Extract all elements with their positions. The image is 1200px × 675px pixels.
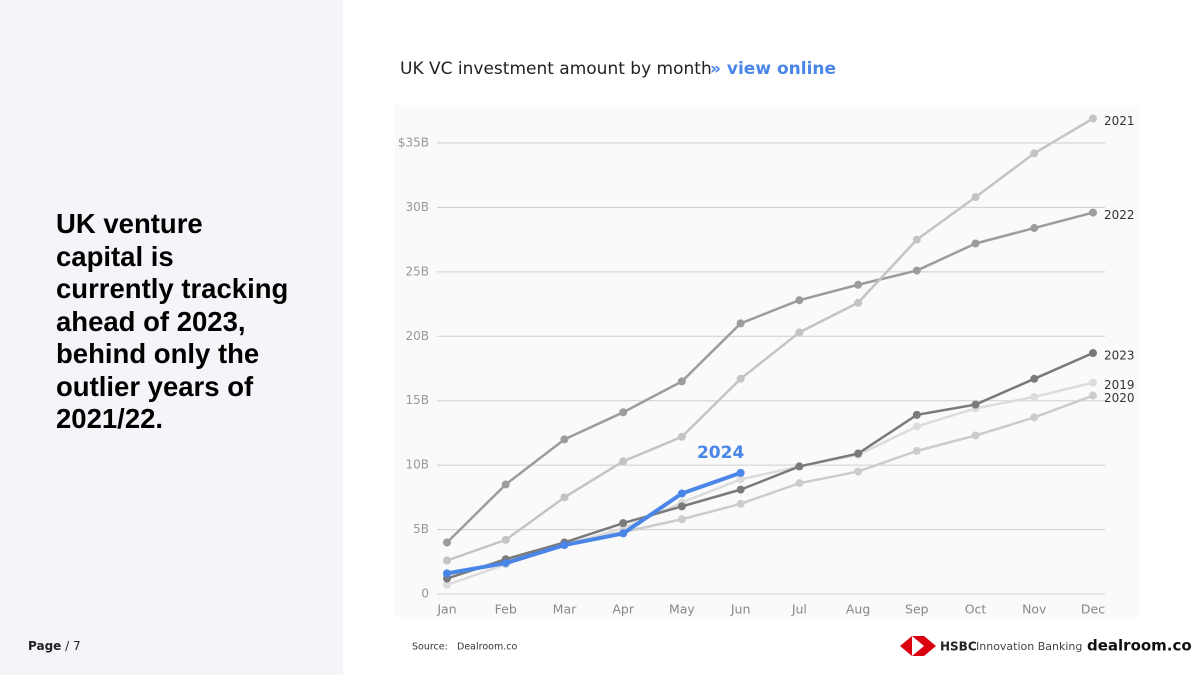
x-tick-label: Aug: [846, 602, 870, 617]
page-number: Page / 7: [28, 639, 81, 653]
data-point: [443, 580, 451, 589]
data-point: [619, 408, 628, 417]
data-point: [443, 538, 451, 547]
data-point: [736, 374, 745, 383]
data-point: [971, 239, 980, 248]
chart-title: UK VC investment amount by month: [400, 59, 712, 79]
x-tick-label: Feb: [495, 602, 517, 617]
series-label: 2020: [1104, 391, 1135, 405]
data-point: [795, 328, 804, 337]
series-line: [446, 351, 1094, 580]
y-tick-label: 30B: [405, 200, 429, 214]
x-tick-label: Jul: [791, 602, 807, 617]
page-count: / 7: [65, 639, 81, 653]
data-point: [736, 319, 745, 328]
data-point: [1089, 391, 1097, 400]
x-tick-label: Jun: [730, 602, 751, 617]
series-label: 2019: [1104, 378, 1135, 392]
page-label: Page: [28, 639, 62, 653]
data-point: [736, 499, 745, 508]
data-point: [501, 535, 510, 544]
data-point: [560, 435, 569, 444]
source-name: Dealroom.co: [457, 642, 517, 653]
data-point: [501, 480, 510, 489]
data-point: [619, 457, 628, 466]
y-tick-label: 20B: [405, 329, 429, 343]
data-point: [971, 431, 980, 440]
data-point: [795, 296, 804, 305]
series-label: 2024: [697, 443, 744, 463]
source-label: Source:: [412, 642, 448, 653]
series-line: [446, 470, 742, 576]
series-line: [446, 211, 1094, 544]
data-point: [560, 493, 569, 502]
hsbc-logo: HSBC Innovation Banking: [900, 636, 1082, 656]
data-point: [912, 235, 921, 244]
data-point: [1089, 208, 1097, 217]
hsbc-sub: Innovation Banking: [976, 640, 1082, 653]
data-point: [854, 449, 863, 458]
data-point: [1089, 114, 1097, 123]
data-point: [1089, 349, 1097, 358]
data-point: [677, 502, 686, 511]
view-online-link[interactable]: » view online: [710, 59, 836, 79]
data-point: [795, 462, 804, 471]
hsbc-mark-inner: [912, 636, 924, 656]
data-point: [1089, 378, 1097, 387]
x-tick-label: Nov: [1022, 602, 1047, 617]
data-point: [1030, 392, 1039, 401]
data-point: [560, 541, 569, 550]
data-point: [1030, 149, 1039, 158]
data-point: [677, 377, 686, 386]
y-tick-label: 0: [421, 587, 429, 601]
data-point: [677, 515, 686, 524]
data-point: [677, 432, 686, 441]
dealroom-logo: dealroom.co: [1087, 637, 1192, 655]
series-line: [446, 117, 1094, 562]
x-tick-label: Oct: [965, 602, 987, 617]
data-point: [912, 446, 921, 455]
data-point: [677, 489, 686, 498]
data-point: [912, 266, 921, 275]
data-point: [501, 559, 510, 568]
headline: UK venture capital is currently tracking…: [56, 208, 289, 434]
data-point: [619, 529, 628, 538]
series-label: 2022: [1104, 208, 1135, 222]
x-tick-label: Mar: [553, 602, 577, 617]
data-point: [1030, 413, 1039, 422]
data-point: [854, 298, 863, 307]
data-point: [736, 468, 745, 477]
data-point: [619, 519, 628, 528]
data-point: [971, 400, 980, 409]
data-point: [912, 422, 921, 431]
data-point: [736, 475, 745, 484]
series-label: 2021: [1104, 114, 1135, 128]
y-tick-label: 25B: [405, 264, 429, 278]
hsbc-name: HSBC: [940, 640, 977, 654]
data-point: [443, 569, 451, 578]
data-point: [1030, 224, 1039, 233]
side-panel: [0, 0, 343, 675]
x-tick-label: Jan: [436, 602, 456, 617]
y-tick-label: $35B: [398, 136, 429, 150]
data-point: [971, 193, 980, 202]
series-label: 2023: [1104, 349, 1135, 363]
data-point: [854, 467, 863, 476]
data-point: [795, 479, 804, 488]
data-point: [1030, 374, 1039, 383]
x-tick-label: Apr: [612, 602, 634, 617]
x-tick-label: May: [669, 602, 695, 617]
y-tick-label: 10B: [405, 458, 429, 472]
y-tick-label: 15B: [405, 393, 429, 407]
data-point: [443, 556, 451, 565]
data-point: [736, 485, 745, 494]
x-tick-label: Dec: [1081, 602, 1105, 617]
y-tick-label: 5B: [413, 522, 429, 536]
data-point: [912, 410, 921, 419]
data-point: [854, 280, 863, 289]
x-tick-label: Sep: [905, 602, 929, 617]
